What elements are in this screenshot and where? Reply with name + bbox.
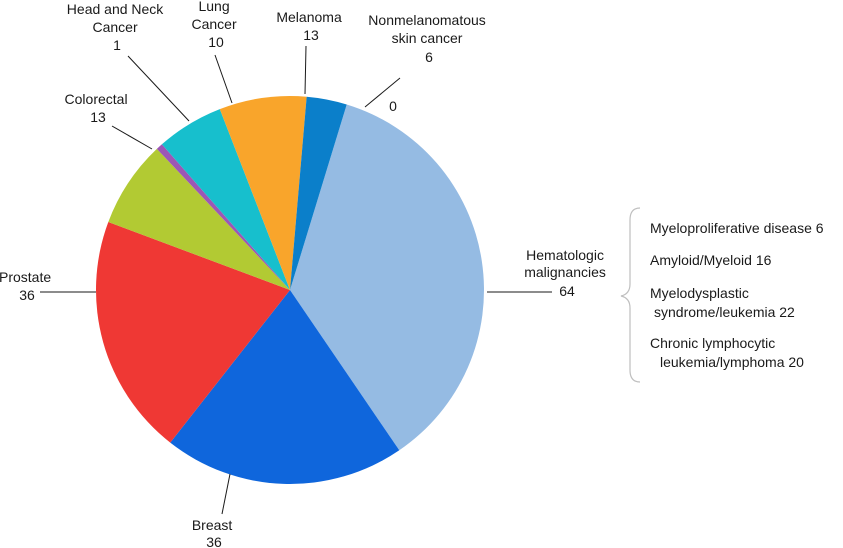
- breakdown-brace: [620, 207, 641, 383]
- pie-slice-head-and-neck-cancer: [156, 144, 290, 290]
- breakdown-item-chronic-lymphocytic: Chronic lymphocytic leukemia/lymphoma 20: [650, 335, 804, 370]
- slice-label-zero: 0: [389, 98, 397, 114]
- leader-lines: [40, 45, 552, 515]
- breakdown-list: Myeloproliferative disease 6 Amyloid/Mye…: [650, 220, 824, 370]
- leader-line-colorectal: [111, 125, 153, 150]
- pie-slice-breast: [170, 290, 400, 484]
- pie-slice-melanoma: [219, 96, 307, 290]
- breakdown-item-amyloid: Amyloid/Myeloid 16: [650, 252, 772, 268]
- slice-label-head-neck: Head and Neck Cancer 1: [67, 1, 167, 53]
- leader-line-head-neck: [127, 55, 190, 122]
- slice-label-melanoma: Melanoma 13: [276, 9, 345, 43]
- slice-label-prostate: Prostate 36: [0, 269, 55, 303]
- slice-label-colorectal: Colorectal 13: [65, 91, 132, 125]
- slice-label-lung: Lung Cancer 10: [191, 0, 240, 50]
- pie-slice-hematologic-malignancies: [290, 104, 484, 451]
- pie-slice-colorectal: [108, 148, 290, 290]
- leader-line-nonmelanomatous: [364, 77, 401, 108]
- breakdown-item-myeloproliferative: Myeloproliferative disease 6: [650, 220, 824, 236]
- leader-line-melanoma: [304, 45, 307, 95]
- slice-label-hematologic: Hematologic malignancies 64: [524, 247, 610, 299]
- leader-line-lung: [214, 54, 233, 104]
- pie-slices: [96, 96, 484, 484]
- leader-line-breast: [221, 473, 231, 515]
- slice-label-nonmelanomatous: Nonmelanomatous skin cancer 6: [368, 12, 489, 65]
- breakdown-item-myelodysplastic: Myelodysplastic syndrome/leukemia 22: [650, 285, 795, 320]
- slice-labels: Hematologic malignancies 64 Breast 36 Pr…: [0, 0, 610, 548]
- slice-label-breast: Breast 36: [192, 517, 236, 548]
- pie-slice-lung-cancer: [161, 109, 290, 290]
- pie-slice-prostate: [96, 222, 291, 443]
- pie-slice-nonmelanomatous-skin-cancer: [290, 96, 347, 290]
